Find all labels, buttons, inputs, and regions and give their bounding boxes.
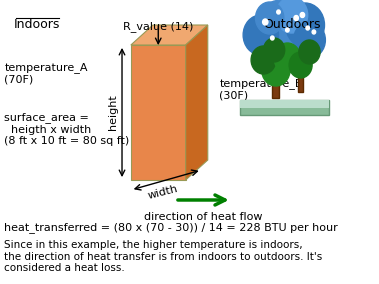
- Text: R_value (14): R_value (14): [123, 21, 193, 32]
- Circle shape: [276, 0, 308, 33]
- Circle shape: [306, 26, 310, 30]
- Circle shape: [274, 43, 301, 73]
- Text: surface_area =
  heigth x width
(8 ft x 10 ft = 80 sq ft): surface_area = heigth x width (8 ft x 10…: [5, 112, 130, 146]
- Polygon shape: [131, 25, 208, 45]
- Circle shape: [251, 46, 276, 74]
- Circle shape: [286, 3, 324, 47]
- Polygon shape: [131, 45, 186, 180]
- Circle shape: [271, 36, 274, 40]
- Text: direction of heat flow: direction of heat flow: [144, 212, 263, 222]
- Circle shape: [263, 19, 268, 25]
- Text: heat_transferred = (80 x (70 - 30)) / 14 = 228 BTU per hour: heat_transferred = (80 x (70 - 30)) / 14…: [5, 222, 338, 233]
- FancyBboxPatch shape: [273, 68, 279, 98]
- Circle shape: [294, 22, 326, 58]
- Circle shape: [243, 15, 279, 55]
- Circle shape: [299, 40, 320, 64]
- Circle shape: [286, 28, 289, 32]
- Circle shape: [300, 12, 305, 18]
- Text: Since in this example, the higher temperature is indoors,
the direction of heat : Since in this example, the higher temper…: [5, 240, 323, 273]
- Circle shape: [312, 30, 316, 34]
- Polygon shape: [186, 25, 208, 180]
- Text: temperature_B
(30F): temperature_B (30F): [219, 78, 303, 101]
- FancyBboxPatch shape: [241, 100, 329, 115]
- Circle shape: [263, 38, 285, 62]
- Text: width: width: [147, 184, 179, 201]
- FancyBboxPatch shape: [298, 67, 303, 92]
- Text: height: height: [108, 95, 118, 130]
- Circle shape: [289, 52, 312, 78]
- Circle shape: [255, 2, 284, 34]
- Circle shape: [294, 16, 298, 20]
- Text: Indoors: Indoors: [14, 18, 60, 31]
- Circle shape: [277, 10, 280, 14]
- Circle shape: [255, 0, 308, 60]
- Circle shape: [262, 54, 290, 86]
- FancyBboxPatch shape: [241, 100, 329, 108]
- Text: Outdoors: Outdoors: [263, 18, 321, 31]
- Text: temperature_A
(70F): temperature_A (70F): [5, 62, 88, 85]
